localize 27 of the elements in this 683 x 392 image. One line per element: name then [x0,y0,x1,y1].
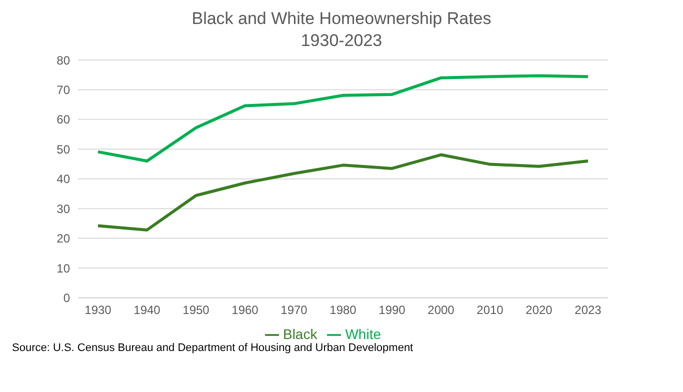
chart-title: Black and White Homeownership Rates [190,8,492,30]
x-tick-label: 1950 [182,303,210,318]
legend-label: Black [282,326,318,342]
y-tick-label: 20 [56,232,70,246]
y-tick-label: 70 [56,82,70,97]
x-tick-label: 2023 [574,303,602,318]
x-tick-label: 1930 [84,303,112,318]
y-tick-label: 40 [56,172,70,186]
chart-subtitle: 1930-2023 [300,30,384,52]
legend-label: White [345,326,382,342]
line-series [96,74,590,163]
line-series [96,153,590,232]
y-tick-label: 0 [63,290,70,305]
x-tick-label: 1970 [280,303,308,318]
x-tick-label: 1960 [232,303,259,318]
y-tick-label: 10 [56,261,70,276]
y-tick-label: 30 [56,202,70,216]
y-tick-label: 80 [56,53,70,68]
x-tick-label: 2000 [428,303,455,318]
x-tick-label: 1990 [378,303,406,318]
x-tick-label: 2020 [526,303,553,318]
source-note: Source: U.S. Census Bureau and Department of Housing and Urban Development [12,342,414,354]
x-tick-label: 2010 [476,303,504,318]
y-tick-label: 50 [56,142,70,156]
x-tick-label: 1940 [134,303,161,318]
x-tick-label: 1980 [330,303,357,318]
y-tick-label: 60 [56,112,70,127]
